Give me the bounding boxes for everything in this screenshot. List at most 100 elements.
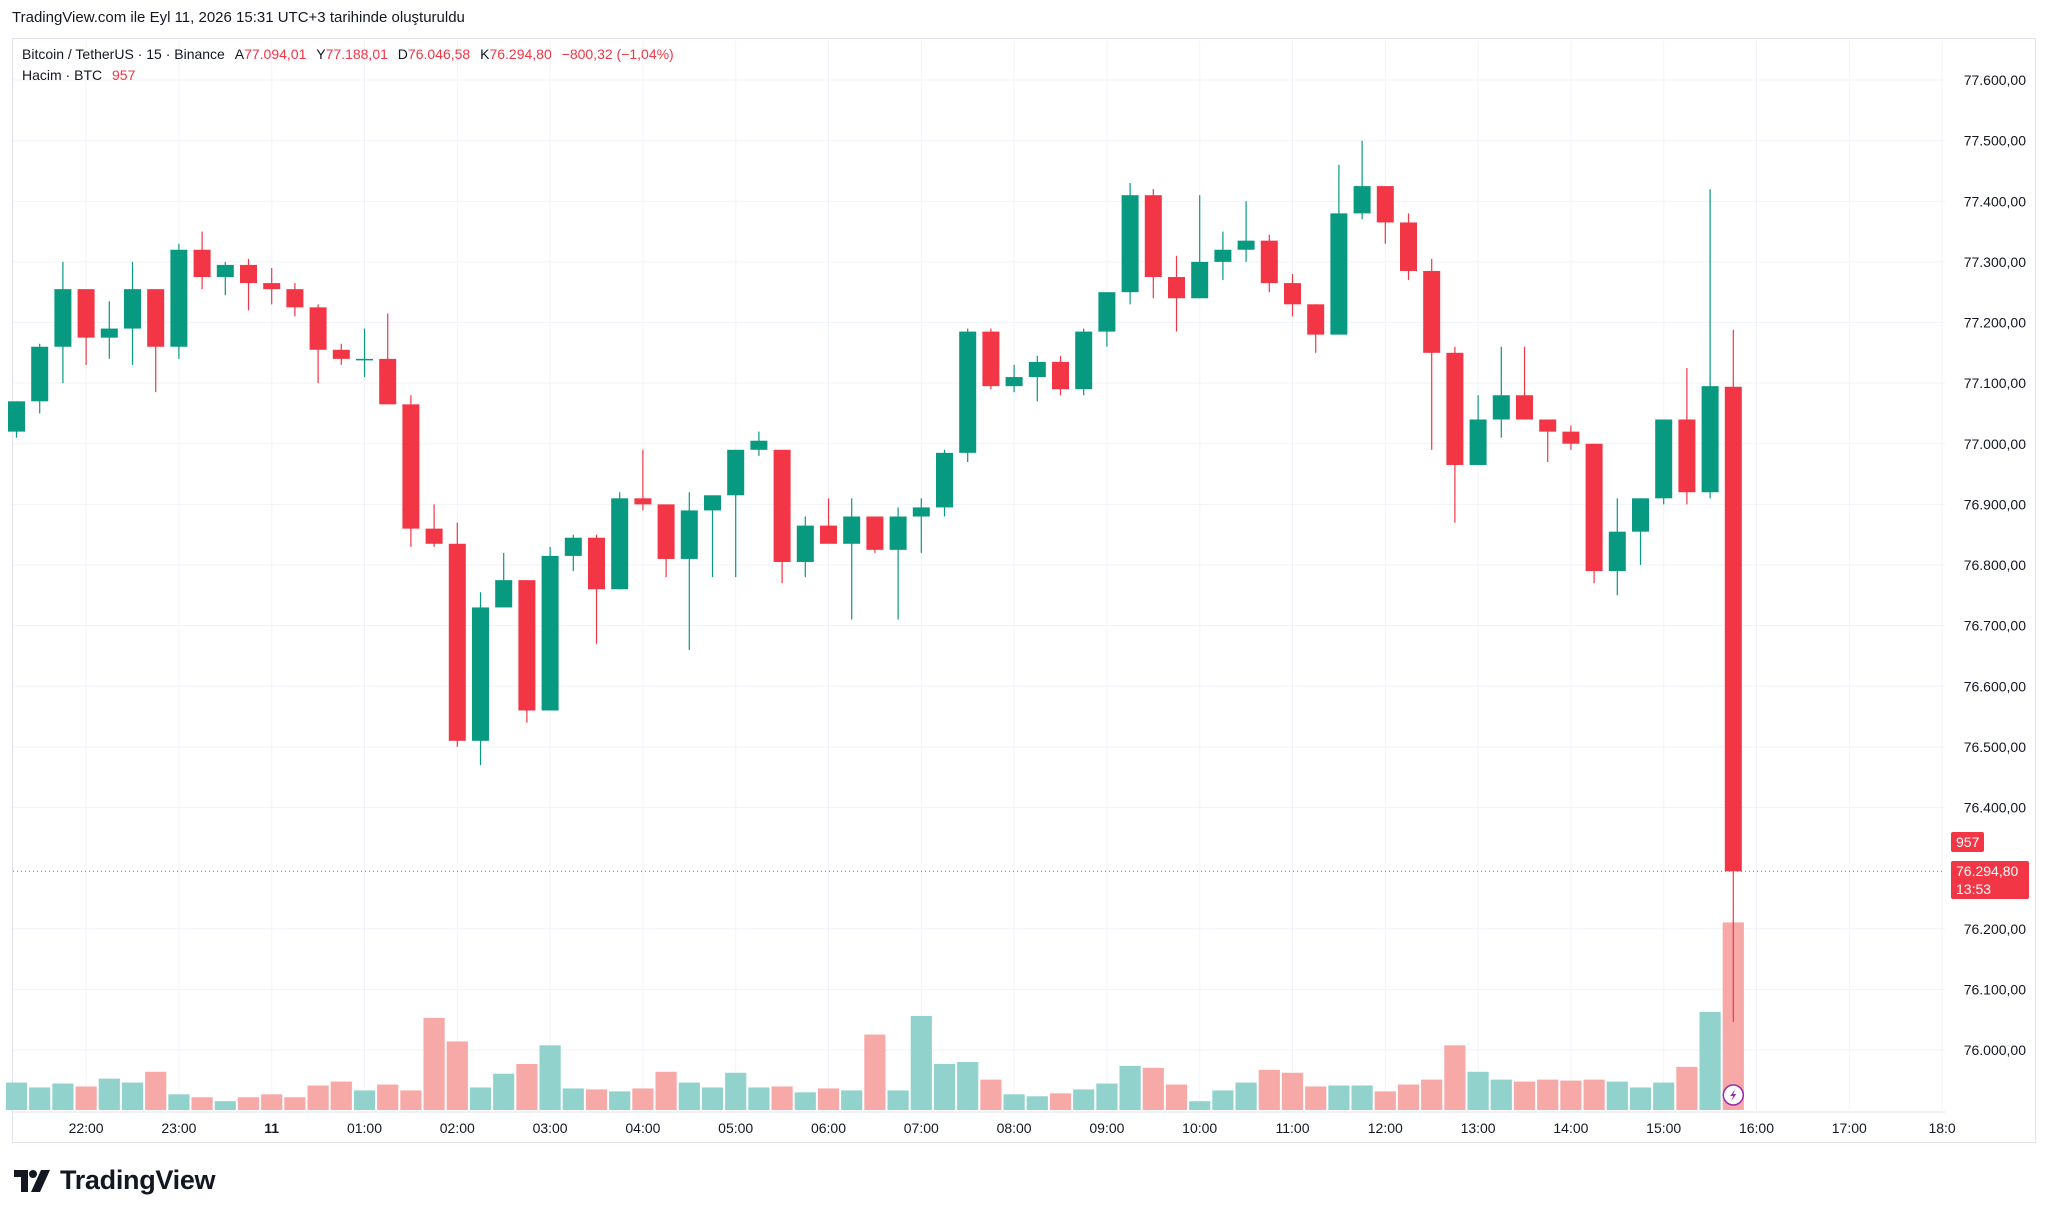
volume-bar [725,1072,747,1110]
candle [634,449,652,511]
price-tick-label: 76.100,00 [1964,981,2026,997]
candle-body [1353,186,1371,214]
candle [843,498,861,620]
volume-bar [1003,1094,1025,1110]
time-tick-label: 06:00 [811,1120,846,1136]
candle [1121,183,1139,305]
candle [1539,419,1557,462]
volume-bar [1165,1084,1188,1110]
candle-body [1632,498,1649,532]
price-tick-label: 77.400,00 [1964,193,2026,209]
volume-bar [423,1017,445,1110]
candle-body [1237,240,1255,250]
candle-body [727,449,745,496]
volume-bar [957,1061,979,1110]
volume-bar [655,1071,677,1110]
candle [263,267,281,305]
lightning-bolt-icon [1730,1089,1737,1101]
candle [309,304,327,384]
volume-bar [1073,1089,1095,1110]
time-tick-label: 11:00 [1276,1120,1310,1136]
candle-body [147,289,165,347]
candle [100,301,118,359]
candle-body [379,358,397,405]
candle-body [982,331,1000,387]
candle [564,534,582,572]
candle [611,492,629,590]
volume-bar [1653,1082,1675,1110]
time-axis: 22:00 23:00 11 01:00 02:00 03:00 04:00 05:00 06:… [13,1111,1956,1136]
volume-bar [1119,1065,1141,1110]
time-tick-label: 12:00 [1368,1120,1403,1136]
candle [495,552,513,608]
candle [379,313,397,405]
volume-bar [632,1088,654,1110]
candle-body [1446,352,1464,465]
candle-body [1028,361,1046,378]
volume-bar [864,1034,886,1110]
volume-bar [469,1087,492,1110]
volume-bar [1629,1087,1652,1110]
candle-body [286,289,304,308]
volume-label[interactable]: Hacim · BTC [22,67,103,83]
candle-body [193,249,211,278]
candle-body [611,498,629,590]
candle [982,328,1000,390]
candle [77,289,95,365]
candle [727,449,745,578]
candle-body [518,580,536,711]
volume-bar [98,1078,120,1110]
time-tick-label: 07:00 [904,1120,939,1136]
candle-body [541,555,559,711]
volume-bar [353,1090,376,1110]
candle [866,516,884,553]
volume-bar [400,1090,422,1110]
candlesticks [8,140,1742,1022]
grid [13,40,1945,1110]
time-tick-label: 05:00 [718,1120,753,1136]
candle-body [773,449,791,562]
candle [796,516,814,578]
volume-value: 957 [112,67,136,83]
volume-bar [841,1090,863,1110]
candle-body [425,528,443,544]
candle-body [1376,186,1394,223]
candle-body [889,516,907,550]
candle-body [564,537,582,556]
chart-frame [12,38,2036,1143]
price-tick-label: 77.000,00 [1964,436,2026,452]
price-tick-label: 76.800,00 [1964,557,2026,573]
volume-bar [1583,1079,1605,1110]
candle [170,243,188,359]
candle-body [1075,331,1093,390]
candle-body [263,283,281,290]
volume-bar [307,1085,329,1110]
candle-body [912,507,930,517]
candle-body [332,349,350,359]
volume-bar [910,1015,932,1110]
candle-body [1260,240,1278,284]
price-tick-label: 77.600,00 [1964,72,2026,88]
candle-body [240,264,257,284]
symbol-label[interactable]: Bitcoin / TetherUS · 15 · Binance [22,46,225,62]
volume-bar [1281,1072,1304,1110]
candle-body [472,607,489,741]
volume-bar [771,1086,793,1110]
candle [657,504,675,578]
time-tick-label: 22:00 [69,1120,104,1136]
open-value: 77.094,01 [244,46,307,62]
volume-bar [284,1097,306,1110]
candle [1469,395,1487,465]
candle [1632,498,1649,565]
low-value: 76.046,58 [407,46,471,62]
volume-bar [1212,1090,1234,1110]
price-tick-label: 76.200,00 [1964,921,2026,937]
price-tick-label: 77.100,00 [1964,375,2026,391]
candle [356,328,373,378]
volume-bar [214,1101,236,1110]
candle-body [936,452,953,508]
tradingview-logo[interactable]: TradingView [14,1165,216,1196]
candle [8,401,25,438]
candle [1585,443,1603,584]
